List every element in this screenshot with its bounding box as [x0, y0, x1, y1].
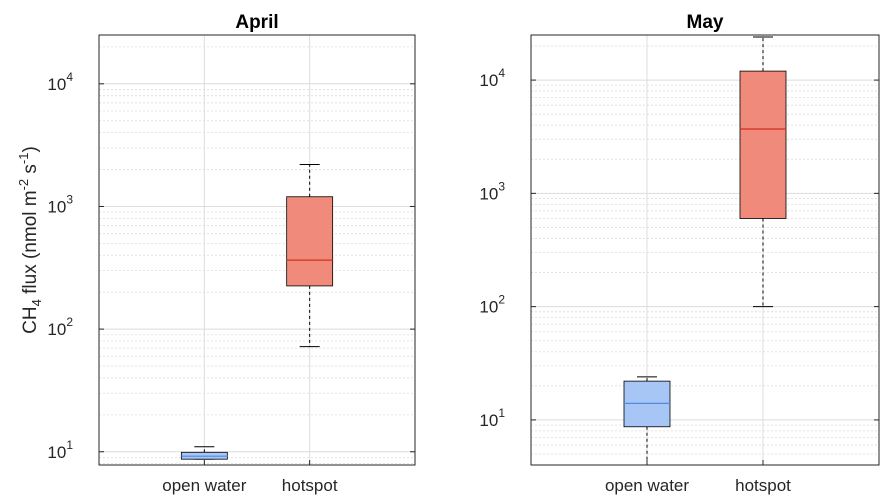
x-tick-label: hotspot: [735, 476, 791, 495]
y-tick-base: 10: [479, 71, 498, 90]
y-axis-label-mid2: s: [20, 164, 41, 179]
axes-border: [530, 34, 880, 466]
y-tick-base: 10: [47, 320, 66, 339]
y-tick-exponent: 4: [66, 70, 73, 84]
y-tick-base: 10: [47, 197, 66, 216]
y-axis-label-suffix: ): [20, 146, 41, 152]
y-tick-exponent: 1: [498, 406, 505, 420]
y-tick-base: 10: [47, 75, 66, 94]
y-tick-exponent: 1: [66, 438, 73, 452]
y-tick-label: 103: [479, 179, 505, 203]
y-tick-exponent: 3: [498, 179, 505, 193]
y-tick-label: 104: [479, 66, 505, 90]
y-tick-label: 104: [47, 70, 73, 94]
chart-title: May: [687, 12, 724, 33]
plot-area: [99, 35, 415, 465]
y-tick-label: 101: [47, 438, 73, 462]
y-tick-label: 103: [47, 192, 73, 216]
plot-area: [531, 35, 879, 465]
x-tick-label: hotspot: [282, 476, 338, 495]
y-tick-label: 102: [479, 293, 505, 317]
y-tick-base: 10: [47, 443, 66, 462]
y-tick-label: 102: [47, 315, 73, 339]
x-tick-label: open water: [605, 476, 689, 495]
y-tick-exponent: 4: [498, 66, 505, 80]
y-tick-label: 101: [479, 406, 505, 430]
y-axis-label-sup1: -2: [16, 179, 31, 191]
chart-title: April: [235, 12, 278, 33]
x-tick-label: open water: [162, 476, 246, 495]
y-tick-base: 10: [479, 298, 498, 317]
y-axis-label-mid1: flux (nmol m: [20, 190, 41, 299]
box-hotspot: [739, 70, 787, 219]
y-tick-exponent: 2: [498, 293, 505, 307]
y-tick-base: 10: [479, 184, 498, 203]
y-axis-label-sub: 4: [29, 299, 44, 306]
y-tick-exponent: 2: [66, 315, 73, 329]
y-axis-label-sup2: -1: [16, 152, 31, 164]
axes-border: [98, 34, 416, 466]
y-axis-label-prefix: CH: [20, 306, 41, 333]
box-hotspot: [286, 196, 334, 287]
y-tick-base: 10: [479, 411, 498, 430]
y-axis-label: CH4 flux (nmol m-2 s-1): [16, 146, 44, 334]
y-tick-exponent: 3: [66, 192, 73, 206]
